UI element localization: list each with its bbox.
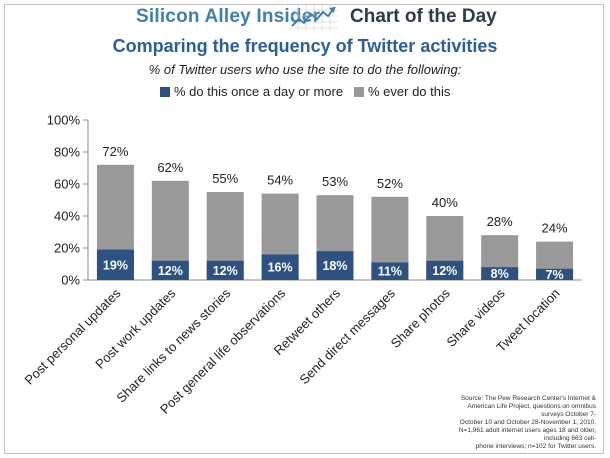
y-tick-label: 60% (54, 177, 80, 192)
legend-item-daily: % do this once a day or more (160, 84, 343, 99)
data-label-ever: 72% (102, 144, 128, 159)
trend-chart-icon (290, 4, 338, 31)
source-line: Source: The Pew Research Center's Intern… (460, 395, 596, 402)
bar-daily (151, 260, 189, 280)
x-tick-label: Send direct messages (296, 285, 398, 387)
section-title: Chart of the Day (350, 6, 497, 27)
data-label-daily: 19% (103, 258, 128, 272)
data-label-daily: 12% (213, 264, 238, 278)
source-line: American Life Project, questions on omni… (467, 403, 596, 410)
data-label-daily: 16% (268, 261, 293, 275)
x-tick-label: Share links to news stories (113, 285, 233, 405)
y-tick-label: 0% (61, 273, 80, 288)
x-tick-label: Share photos (388, 285, 454, 351)
data-label-daily: 12% (158, 264, 183, 278)
bar-daily (481, 267, 519, 280)
source-line: October 10 and October 28-November 1, 20… (459, 419, 596, 426)
data-label-ever: 28% (487, 214, 513, 229)
source-note: Source: The Pew Research Center's Intern… (436, 395, 596, 451)
data-label-ever: 52% (377, 176, 403, 191)
legend-swatch-daily (160, 86, 170, 97)
bar-daily (96, 249, 134, 280)
bar-daily (316, 251, 354, 280)
legend-label-ever: % ever do this (368, 84, 451, 99)
bar-daily (206, 260, 244, 280)
brand-title: Silicon Alley Insider (136, 6, 321, 27)
bar-daily (371, 262, 409, 280)
y-tick-label: 80% (54, 145, 80, 160)
data-label-ever: 24% (542, 221, 568, 236)
data-label-ever: 40% (432, 195, 458, 210)
y-tick-label: 20% (54, 241, 80, 256)
data-label-daily: 11% (378, 265, 402, 279)
data-label-ever: 55% (212, 171, 238, 186)
data-label-daily: 8% (491, 267, 509, 281)
data-label-ever: 53% (322, 174, 348, 189)
source-line: including 663 cell- (543, 435, 596, 442)
legend: % do this once a day or more % ever do t… (160, 84, 460, 102)
bar-daily (536, 268, 574, 280)
data-label-daily: 12% (432, 264, 457, 278)
data-label-daily: 7% (546, 268, 564, 282)
source-line: N=1,961 adult internet users ages 18 and… (458, 427, 596, 434)
y-tick-label: 40% (54, 209, 80, 224)
chart-title: Comparing the frequency of Twitter activ… (112, 36, 498, 56)
data-label-ever: 62% (157, 160, 183, 175)
legend-item-ever: % ever do this (354, 84, 450, 99)
legend-swatch-ever (354, 86, 364, 97)
y-tick-label: 100% (47, 113, 81, 128)
data-label-ever: 54% (267, 173, 293, 188)
legend-label-daily: % do this once a day or more (174, 84, 344, 99)
header: Silicon Alley Insider Chart of the Day (0, 0, 610, 34)
source-line: surveys October 7- (541, 411, 596, 418)
data-label-daily: 18% (322, 259, 347, 273)
bar-daily (426, 260, 464, 280)
bar-daily (261, 254, 299, 280)
source-line: phone interviews; n=102 for Twitter user… (475, 443, 596, 450)
x-tick-label: Post personal updates (21, 285, 123, 387)
chart-subtitle: % of Twitter users who use the site to d… (148, 62, 462, 77)
